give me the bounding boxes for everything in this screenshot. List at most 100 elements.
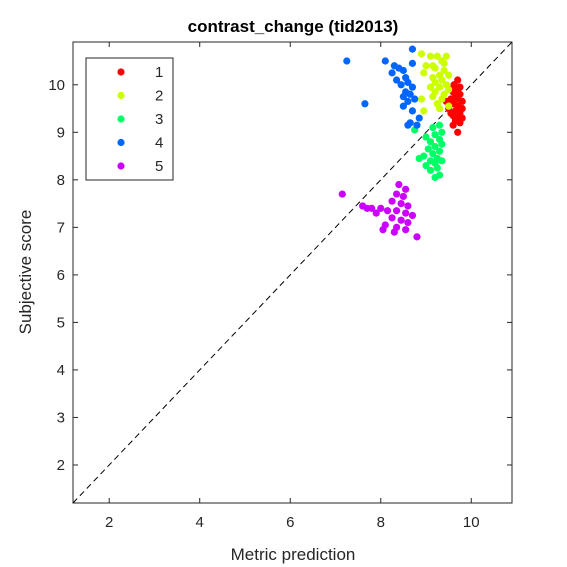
data-point [424, 145, 432, 153]
data-point [438, 140, 446, 148]
data-point [402, 226, 410, 234]
reference-line [72, 41, 513, 504]
data-point [404, 97, 412, 106]
data-point [429, 123, 437, 132]
x-tick-label: 8 [377, 514, 385, 531]
data-point [372, 209, 380, 217]
data-point [379, 226, 387, 234]
data-point [399, 66, 407, 75]
series-5 [338, 180, 421, 241]
data-points [338, 45, 466, 241]
data-point [408, 83, 417, 91]
data-point [435, 147, 444, 155]
data-point [440, 66, 448, 75]
legend-marker [117, 91, 125, 100]
data-point [449, 121, 457, 129]
data-point [440, 59, 448, 67]
data-point [408, 211, 417, 220]
data-point [431, 131, 439, 139]
data-point [435, 121, 444, 129]
data-point [438, 157, 446, 165]
legend-marker [117, 138, 125, 147]
data-point [402, 185, 410, 193]
x-tick-label: 4 [196, 514, 204, 531]
data-point [338, 190, 346, 198]
data-point [388, 69, 396, 77]
data-point [408, 45, 417, 53]
legend: 1 2 3 4 5 [85, 57, 174, 181]
series-2 [417, 50, 453, 115]
data-point [404, 121, 412, 129]
data-point [392, 207, 401, 215]
data-point [404, 78, 412, 86]
x-tick-label: 2 [105, 514, 113, 531]
data-point [426, 138, 435, 146]
data-point [456, 119, 464, 127]
data-point [363, 204, 371, 212]
data-point [433, 164, 441, 172]
series-4 [343, 45, 423, 129]
data-point [381, 57, 389, 65]
data-point [442, 52, 450, 60]
data-point [397, 216, 405, 224]
y-tick-label: 2 [57, 457, 65, 474]
y-axis-label: Subjective score [16, 210, 35, 335]
data-point [422, 133, 430, 141]
data-point [422, 62, 430, 70]
data-point [415, 154, 423, 163]
x-axis-label: Metric prediction [231, 545, 356, 564]
data-point [420, 107, 428, 115]
y-tick-label: 6 [57, 267, 65, 284]
data-point [429, 62, 437, 70]
data-point [413, 121, 421, 129]
legend-box [85, 57, 174, 181]
data-point [383, 207, 392, 215]
data-point [431, 142, 439, 151]
x-axis: 2 4 6 8 10 [105, 42, 480, 531]
data-point [417, 50, 426, 58]
legend-label: 4 [155, 135, 163, 152]
data-point [388, 214, 396, 222]
data-point [404, 218, 412, 227]
data-point [392, 76, 401, 84]
data-point [411, 95, 419, 103]
data-point [408, 59, 417, 67]
data-point [445, 102, 453, 110]
data-point [343, 57, 351, 65]
data-point [413, 233, 421, 241]
data-point [395, 180, 403, 189]
y-tick-label: 7 [57, 219, 65, 236]
data-point [445, 85, 453, 94]
data-point [397, 199, 405, 208]
data-point [426, 83, 435, 91]
data-point [431, 78, 439, 86]
data-point [417, 95, 426, 103]
series-3 [411, 121, 446, 182]
data-point [435, 83, 444, 91]
y-tick-label: 5 [57, 314, 65, 331]
data-point [429, 150, 437, 158]
data-point [435, 104, 444, 113]
data-point [431, 173, 439, 182]
data-point [438, 76, 446, 84]
data-point [458, 97, 466, 106]
data-point [438, 128, 446, 136]
data-point [415, 114, 423, 122]
data-point [438, 95, 446, 103]
legend-marker [117, 115, 125, 123]
data-point [404, 202, 412, 210]
data-point [377, 204, 385, 212]
legend-label: 3 [155, 111, 163, 128]
x-tick-label: 10 [463, 514, 480, 531]
y-tick-label: 10 [48, 77, 65, 94]
x-tick-label: 6 [286, 514, 294, 531]
data-point [399, 93, 407, 101]
data-point [445, 71, 453, 79]
data-point [397, 81, 405, 89]
data-point [426, 52, 435, 60]
y-tick-label: 8 [57, 172, 65, 189]
data-point [361, 100, 369, 108]
chart-title: contrast_change (tid2013) [188, 17, 399, 36]
data-point [454, 128, 462, 136]
